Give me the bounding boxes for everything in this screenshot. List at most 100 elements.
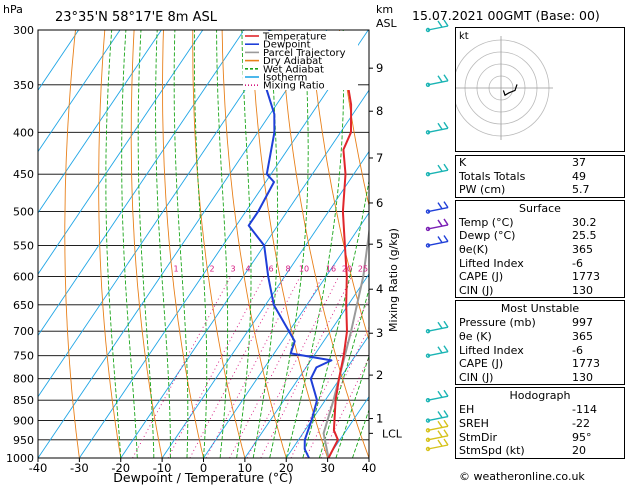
info-value: 997: [572, 316, 593, 330]
mixing-ratio-line: [290, 297, 369, 458]
info-row: Totals Totals 49: [456, 170, 624, 184]
dry-adiabat-line: [130, 30, 163, 458]
lcl-label: LCL: [382, 427, 403, 440]
parcel-trajectory-line: [322, 225, 369, 458]
km-tick-label: 2: [376, 368, 383, 382]
info-value: 365: [572, 242, 593, 256]
legend-label: Isotherm: [263, 73, 307, 84]
mixing-ratio-label: 25: [358, 264, 368, 273]
x-tick-label: 20: [279, 461, 294, 475]
wet-adiabat-line: [285, 30, 345, 458]
info-value: 37: [572, 156, 586, 169]
info-value: 1773: [572, 357, 600, 371]
dewpoint-line: [247, 30, 333, 458]
info-value: -114: [572, 403, 597, 417]
info-label: θe(K): [459, 242, 489, 256]
isotherm-line: [38, 30, 286, 398]
info-label: SREH: [459, 416, 489, 430]
isotherm-line: [285, 334, 369, 458]
x-tick-label: 0: [200, 461, 207, 475]
pressure-tick-label: 350: [13, 79, 34, 92]
info-value: 130: [572, 370, 593, 384]
wet-adiabat-line: [193, 30, 208, 458]
info-row: CIN (J) 130: [456, 371, 624, 385]
info-value: -6: [572, 256, 583, 270]
wind-barb: [425, 410, 449, 423]
pressure-tick-label: 950: [13, 434, 34, 447]
info-label: Lifted Index: [459, 343, 524, 357]
isotherm-line: [38, 30, 328, 458]
info-row: CAPE (J) 1773: [456, 357, 624, 371]
legend-label: Dewpoint: [263, 40, 311, 51]
dry-adiabat-line: [98, 30, 122, 458]
isotherm-line: [38, 30, 80, 92]
hodograph-trace: [502, 84, 518, 97]
wind-barb: [425, 19, 449, 33]
info-row: Temp (°C) 30.2: [456, 216, 624, 230]
indices-panel: K 37 Totals Totals 49 PW (cm) 5.7 Surface Tem…: [455, 155, 625, 461]
x-tick-label: -10: [153, 461, 172, 475]
wet-adiabat-line: [318, 287, 369, 458]
info-row: StmDir 95°: [456, 431, 624, 445]
wind-barb: [425, 389, 449, 403]
info-label: Temp (°C): [459, 215, 514, 229]
info-label: CAPE (J): [459, 270, 504, 284]
info-label: StmSpd (kt): [459, 444, 525, 458]
info-value: -22: [572, 416, 590, 430]
wet-adiabat-line: [302, 177, 369, 458]
km-tick-label: 3: [376, 326, 383, 340]
info-label: PW (cm): [459, 183, 506, 197]
info-value: 20: [572, 444, 586, 458]
mixing-ratio-label: 10: [299, 264, 309, 273]
info-label: Dewp (°C): [459, 229, 516, 243]
isotherm-line: [38, 30, 204, 275]
mixing-ratio-line: [205, 276, 301, 458]
info-label: Lifted Index: [459, 256, 524, 270]
pressure-tick-label: 500: [13, 206, 34, 219]
info-row: Lifted Index -6: [456, 344, 624, 358]
wind-barb: [425, 74, 449, 87]
isotherm-line: [38, 30, 162, 214]
km-tick-label: 7: [376, 151, 383, 165]
hodograph-stats-box: Hodograph EH -114 SREH -22 StmDir 95° StmSpd (…: [455, 387, 625, 459]
info-label: Totals Totals: [459, 169, 526, 183]
wind-barb: [425, 345, 449, 358]
wind-barb: [425, 235, 449, 248]
info-label: Pressure (mb): [459, 316, 536, 330]
pressure-tick-label: 900: [13, 415, 34, 428]
km-tick-label: 6: [376, 196, 383, 210]
info-value: 25.5: [572, 229, 597, 243]
dry-adiabat-line: [309, 30, 369, 342]
x-axis-label: Dewpoint / Temperature (°C): [113, 470, 292, 485]
info-value: 1773: [572, 270, 600, 284]
pressure-unit-label: hPa: [3, 3, 23, 16]
info-value: 95°: [572, 430, 592, 444]
mixing-ratio-label: 20: [342, 264, 352, 273]
wind-barb: [425, 218, 449, 232]
info-row: SREH -22: [456, 417, 624, 431]
wind-barb: [425, 429, 449, 442]
pressure-tick-label: 700: [13, 325, 34, 338]
mixing-ratio-line: [246, 276, 340, 458]
isotherm-line: [161, 150, 369, 458]
info-row: Pressure (mb) 997: [456, 316, 624, 330]
info-row: CIN (J) 130: [456, 284, 624, 298]
mixing-ratio-axis-label: Mixing Ratio (g/kg): [387, 228, 400, 332]
hodograph-panel: kt: [449, 27, 625, 152]
km-tick-label: 4: [376, 282, 383, 296]
wind-barb: [425, 121, 449, 135]
mixing-ratio-label: 6: [268, 264, 273, 273]
height-unit-label: km: [376, 3, 393, 16]
isotherm-line: [244, 273, 369, 458]
hodograph-unit-label: kt: [459, 31, 469, 42]
wet-adiabat-line: [216, 30, 229, 458]
height-unit-label-asl: ASL: [376, 17, 398, 30]
pressure-tick-label: 650: [13, 299, 34, 312]
isotherm-line: [79, 30, 369, 458]
datetime-label: 15.07.2021 00GMT (Base: 00): [412, 8, 600, 23]
hodograph-stats-title: Hodograph: [509, 389, 571, 403]
x-tick-label: -20: [111, 461, 130, 475]
mixing-ratio-label: 3: [230, 264, 235, 273]
mixing-ratio-label: 1: [173, 264, 178, 273]
info-label: StmDir: [459, 430, 498, 444]
